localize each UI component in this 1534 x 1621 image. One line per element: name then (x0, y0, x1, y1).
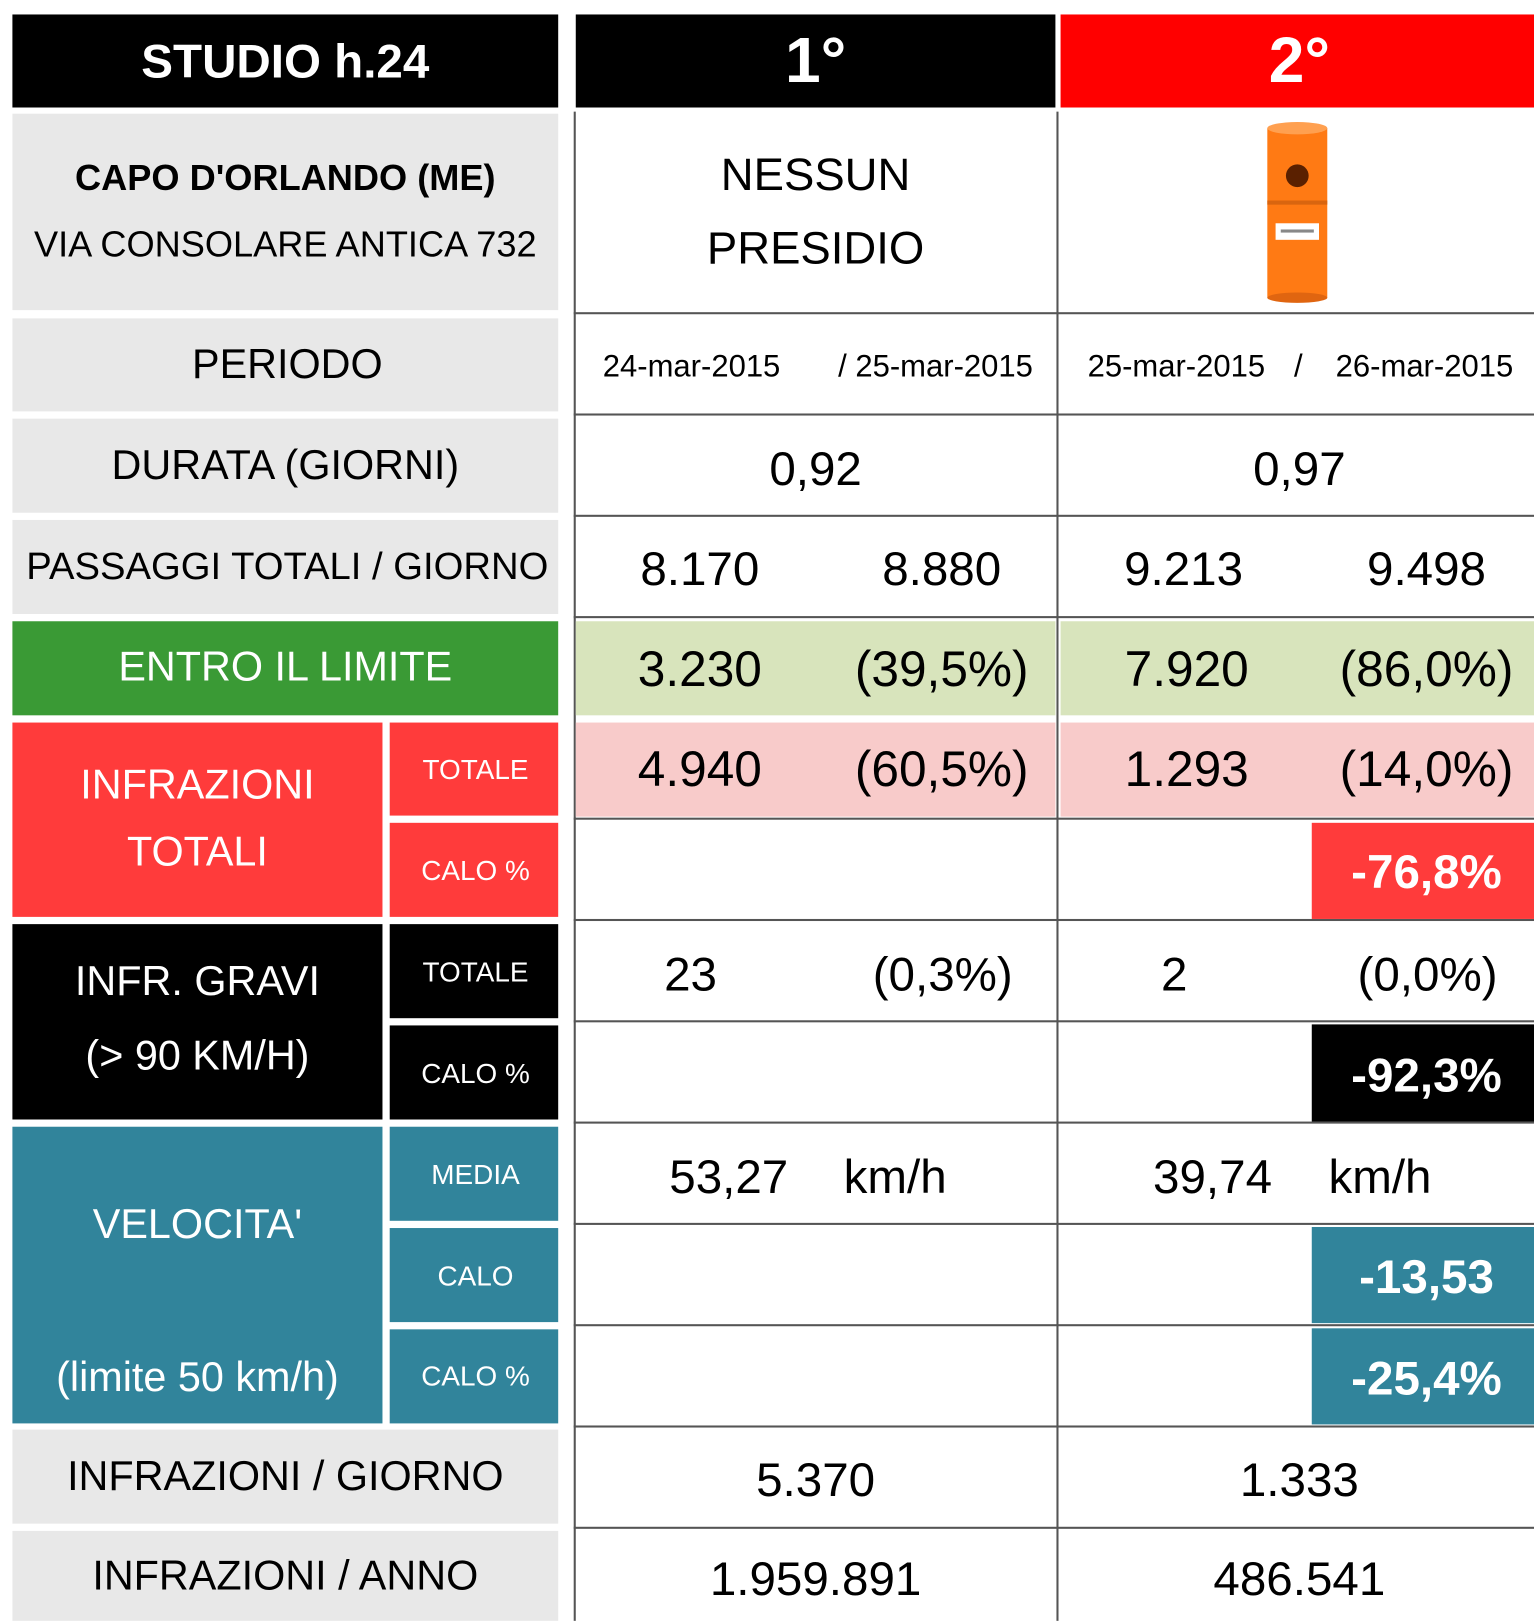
cell-text: -13,53 (1359, 1249, 1494, 1305)
cell (12, 723, 382, 917)
cell-text: INFRAZIONI / GIORNO (67, 1453, 503, 1500)
cell-text: 0,97 (1253, 440, 1346, 496)
grid-line (574, 312, 1534, 314)
cell (12, 924, 382, 1119)
table: STUDIO h.24 1° 2° CAPO D'ORLANDO (ME) VIA CO… (0, 0, 1534, 1621)
grid-line (574, 515, 1534, 517)
cell-text: / 25-mar-2015 (838, 349, 1033, 384)
cell-text: INFR. GRAVI (75, 959, 320, 1006)
cell-text: 3.230 (638, 641, 762, 698)
grid-line (574, 616, 1534, 618)
grid-line (574, 1527, 1534, 1529)
cell-text: (39,5%) (855, 641, 1029, 698)
cell-text: PERIODO (192, 342, 383, 389)
cell-text: 25-mar-2015 (1088, 349, 1266, 384)
header-column: 1° (785, 24, 846, 97)
cell-text: (0,0%) (1358, 946, 1498, 1002)
cell-text: 0,92 (769, 440, 862, 496)
grid-line (574, 1324, 1534, 1326)
cell-text: 1.959.891 (710, 1550, 922, 1606)
cell-text: / (1294, 349, 1303, 384)
cell-text: 26-mar-2015 (1336, 349, 1514, 384)
cell-text: 5.370 (756, 1451, 875, 1507)
cell-text: PASSAGGI TOTALI / GIORNO (26, 545, 548, 588)
cell-text: 39,74 (1153, 1148, 1272, 1204)
cell-text: 8.170 (640, 541, 759, 597)
grid-line (574, 413, 1534, 415)
cell-text: TOTALE (423, 957, 529, 989)
cell-text: VELOCITA' (93, 1202, 302, 1249)
cell-text: (> 90 KM/H) (85, 1033, 309, 1080)
grid-line (574, 1122, 1534, 1124)
cell-text: DURATA (GIORNI) (111, 442, 459, 489)
cell-text: CALO % (421, 1361, 530, 1393)
cell-text: 1.293 (1125, 742, 1249, 799)
grid-line (574, 112, 576, 1621)
cell-text: VIA CONSOLARE ANTICA 732 (34, 224, 537, 265)
cell-text: 53,27 (669, 1148, 788, 1204)
cell-text: -25,4% (1351, 1350, 1502, 1406)
cell-text: CALO % (421, 1058, 530, 1090)
cell-text: 1.333 (1240, 1451, 1359, 1507)
cell-text: CALO % (421, 855, 530, 887)
cell (12, 114, 558, 310)
grid-line (574, 1425, 1534, 1427)
cell-text: km/h (844, 1148, 947, 1204)
header-column: 2° (1269, 24, 1330, 97)
grid-line (574, 818, 1534, 820)
device-icon (1263, 120, 1331, 304)
cell-text: 8.880 (882, 541, 1001, 597)
grid-line (574, 1223, 1534, 1225)
header-title: STUDIO h.24 (141, 33, 429, 89)
cell-text: TOTALI (127, 830, 268, 877)
cell-text: 24-mar-2015 (603, 349, 781, 384)
cell-text: MEDIA (431, 1159, 519, 1191)
cell-text: NESSUN (721, 150, 911, 202)
cell-text: 486.541 (1213, 1550, 1385, 1606)
cell-text: 2 (1161, 946, 1187, 1002)
cell-text: -92,3% (1351, 1047, 1502, 1103)
cell-text: 23 (664, 946, 717, 1002)
cell-text: (60,5%) (855, 742, 1029, 799)
cell-text: TOTALE (423, 754, 529, 786)
grid-line (574, 919, 1534, 921)
cell-text: (14,0%) (1340, 742, 1514, 799)
cell-text: INFRAZIONI / ANNO (92, 1553, 478, 1600)
grid-line (1056, 112, 1058, 1621)
cell-text: PRESIDIO (707, 223, 924, 275)
cell-text: 9.498 (1367, 541, 1486, 597)
cell-text: 4.940 (638, 742, 762, 799)
cell-text: 9.213 (1124, 541, 1243, 597)
grid-line (574, 1020, 1534, 1022)
cell-text: (limite 50 km/h) (56, 1355, 339, 1402)
cell-text: ENTRO IL LIMITE (118, 645, 452, 692)
cell-text: 7.920 (1125, 641, 1249, 698)
cell-text: (0,3%) (873, 946, 1013, 1002)
cell-text: CAPO D'ORLANDO (ME) (75, 158, 496, 199)
cell-text: CALO (437, 1261, 513, 1293)
cell-text: -76,8% (1351, 843, 1502, 899)
cell-text: (86,0%) (1340, 641, 1514, 698)
cell-text: km/h (1328, 1148, 1431, 1204)
cell-text: INFRAZIONI (80, 762, 314, 809)
